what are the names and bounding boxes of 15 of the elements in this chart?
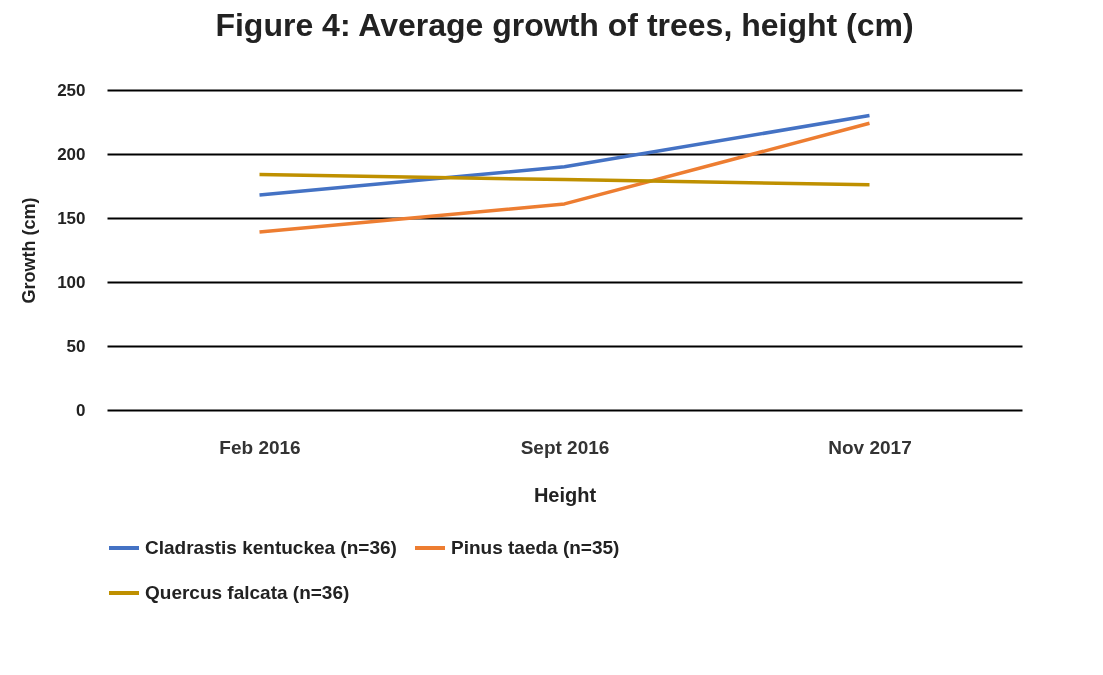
legend-label: Quercus falcata (n=36) <box>145 582 350 603</box>
legend-label: Cladrastis kentuckea (n=36) <box>145 537 397 558</box>
x-axis-title: Height <box>533 483 597 506</box>
y-tick-label: 150 <box>57 208 86 228</box>
chart-title: Figure 4: Average growth of trees, height (cm) <box>215 7 914 43</box>
y-axis-title: Growth (cm) <box>19 197 40 304</box>
y-tick-label: 250 <box>57 80 86 100</box>
y-tick-label: 50 <box>66 336 86 356</box>
legend-label: Pinus taeda (n=35) <box>451 537 620 558</box>
y-tick-label: 0 <box>76 400 86 420</box>
x-tick-label: Sept 2016 <box>520 436 610 458</box>
x-tick-label: Feb 2016 <box>219 436 301 458</box>
x-tick-label: Nov 2017 <box>828 436 912 458</box>
y-tick-label: 100 <box>57 272 86 292</box>
y-tick-label: 200 <box>57 144 86 164</box>
